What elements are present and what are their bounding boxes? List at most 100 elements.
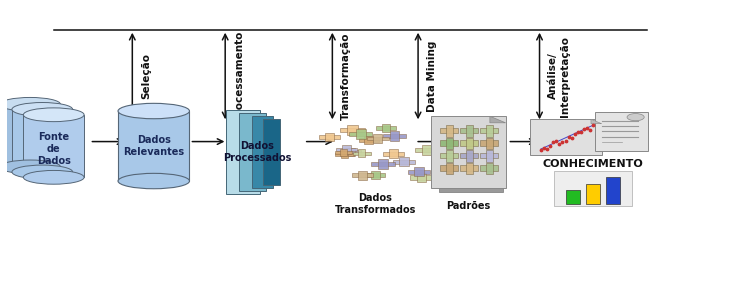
Bar	[342, 145, 351, 154]
Point	[566, 136, 577, 141]
Point	[553, 141, 565, 146]
Bar	[226, 110, 260, 194]
Text: Seleção: Seleção	[141, 53, 151, 99]
Bar	[414, 167, 424, 176]
Bar	[459, 165, 477, 171]
Point	[581, 125, 593, 130]
Bar	[586, 184, 600, 204]
Text: Dados
Transformados: Dados Transformados	[335, 193, 416, 215]
Bar	[459, 128, 477, 133]
Bar	[340, 150, 361, 154]
Bar	[486, 125, 493, 136]
Bar	[566, 190, 580, 204]
Bar	[375, 126, 397, 130]
Bar	[480, 128, 497, 133]
Bar	[389, 149, 397, 158]
Bar	[389, 131, 399, 140]
Bar	[382, 123, 390, 132]
Bar	[367, 137, 389, 140]
Point	[547, 140, 559, 145]
Bar	[118, 111, 190, 181]
Bar	[431, 116, 506, 188]
Point	[538, 145, 550, 150]
Point	[572, 129, 584, 134]
Point	[557, 140, 569, 144]
Ellipse shape	[0, 160, 61, 174]
Bar	[440, 165, 458, 171]
Text: Dados
Relevantes: Dados Relevantes	[123, 135, 184, 157]
Bar	[335, 153, 354, 156]
Ellipse shape	[23, 108, 84, 122]
Point	[588, 123, 599, 127]
Text: CONHECIMENTO: CONHECIMENTO	[542, 159, 644, 169]
Point	[541, 146, 553, 151]
Ellipse shape	[12, 102, 73, 116]
Bar	[445, 150, 453, 161]
Text: Data Mining: Data Mining	[426, 40, 437, 112]
Bar	[352, 174, 373, 177]
Point	[578, 126, 590, 131]
Bar	[466, 125, 472, 136]
Bar	[356, 129, 366, 139]
Bar	[445, 125, 453, 136]
Bar	[336, 148, 356, 151]
Bar	[319, 135, 340, 139]
Bar	[415, 148, 438, 152]
Text: Dados
Processados: Dados Processados	[223, 141, 292, 163]
Point	[535, 148, 547, 153]
Bar	[378, 159, 388, 169]
Bar	[346, 148, 355, 156]
Ellipse shape	[118, 103, 190, 119]
Bar	[486, 138, 493, 149]
Text: Análise/
Interpretação: Análise/ Interpretação	[548, 36, 569, 116]
Text: Processamento: Processamento	[234, 31, 243, 121]
Bar	[459, 153, 477, 158]
Circle shape	[627, 114, 644, 121]
Bar	[595, 112, 649, 150]
Point	[584, 127, 596, 132]
Point	[545, 143, 556, 148]
Ellipse shape	[12, 165, 73, 179]
Bar	[325, 133, 334, 141]
Bar	[349, 132, 373, 136]
Bar	[372, 162, 394, 166]
Point	[550, 138, 562, 143]
Text: Padrões: Padrões	[446, 201, 490, 211]
Bar	[440, 140, 458, 146]
Bar	[440, 153, 458, 158]
Bar	[365, 173, 386, 177]
Text: Fonte
de
Dados: Fonte de Dados	[36, 133, 71, 166]
Bar	[358, 150, 365, 157]
Bar	[383, 134, 406, 138]
Point	[569, 132, 580, 137]
Bar	[554, 171, 632, 206]
Bar	[466, 150, 472, 161]
Bar	[439, 131, 503, 192]
Text: Transformação: Transformação	[341, 32, 351, 120]
Bar	[410, 175, 433, 180]
Bar	[445, 138, 453, 149]
Ellipse shape	[0, 98, 61, 111]
Ellipse shape	[23, 171, 84, 184]
Bar	[383, 152, 404, 156]
Bar	[23, 115, 84, 177]
Ellipse shape	[118, 173, 190, 189]
Bar	[399, 157, 408, 167]
Bar	[252, 116, 273, 188]
Bar	[239, 113, 266, 191]
Bar	[416, 173, 426, 182]
Bar	[371, 171, 380, 179]
Bar	[480, 153, 497, 158]
Bar	[421, 145, 431, 155]
Bar	[486, 150, 493, 161]
Point	[563, 135, 574, 140]
Point	[575, 130, 587, 135]
Bar	[466, 138, 472, 149]
Bar	[480, 140, 497, 146]
Bar	[263, 119, 280, 185]
Bar	[440, 128, 458, 133]
Bar	[530, 119, 601, 155]
Bar	[340, 128, 365, 132]
Bar	[486, 163, 493, 174]
Bar	[340, 149, 347, 156]
